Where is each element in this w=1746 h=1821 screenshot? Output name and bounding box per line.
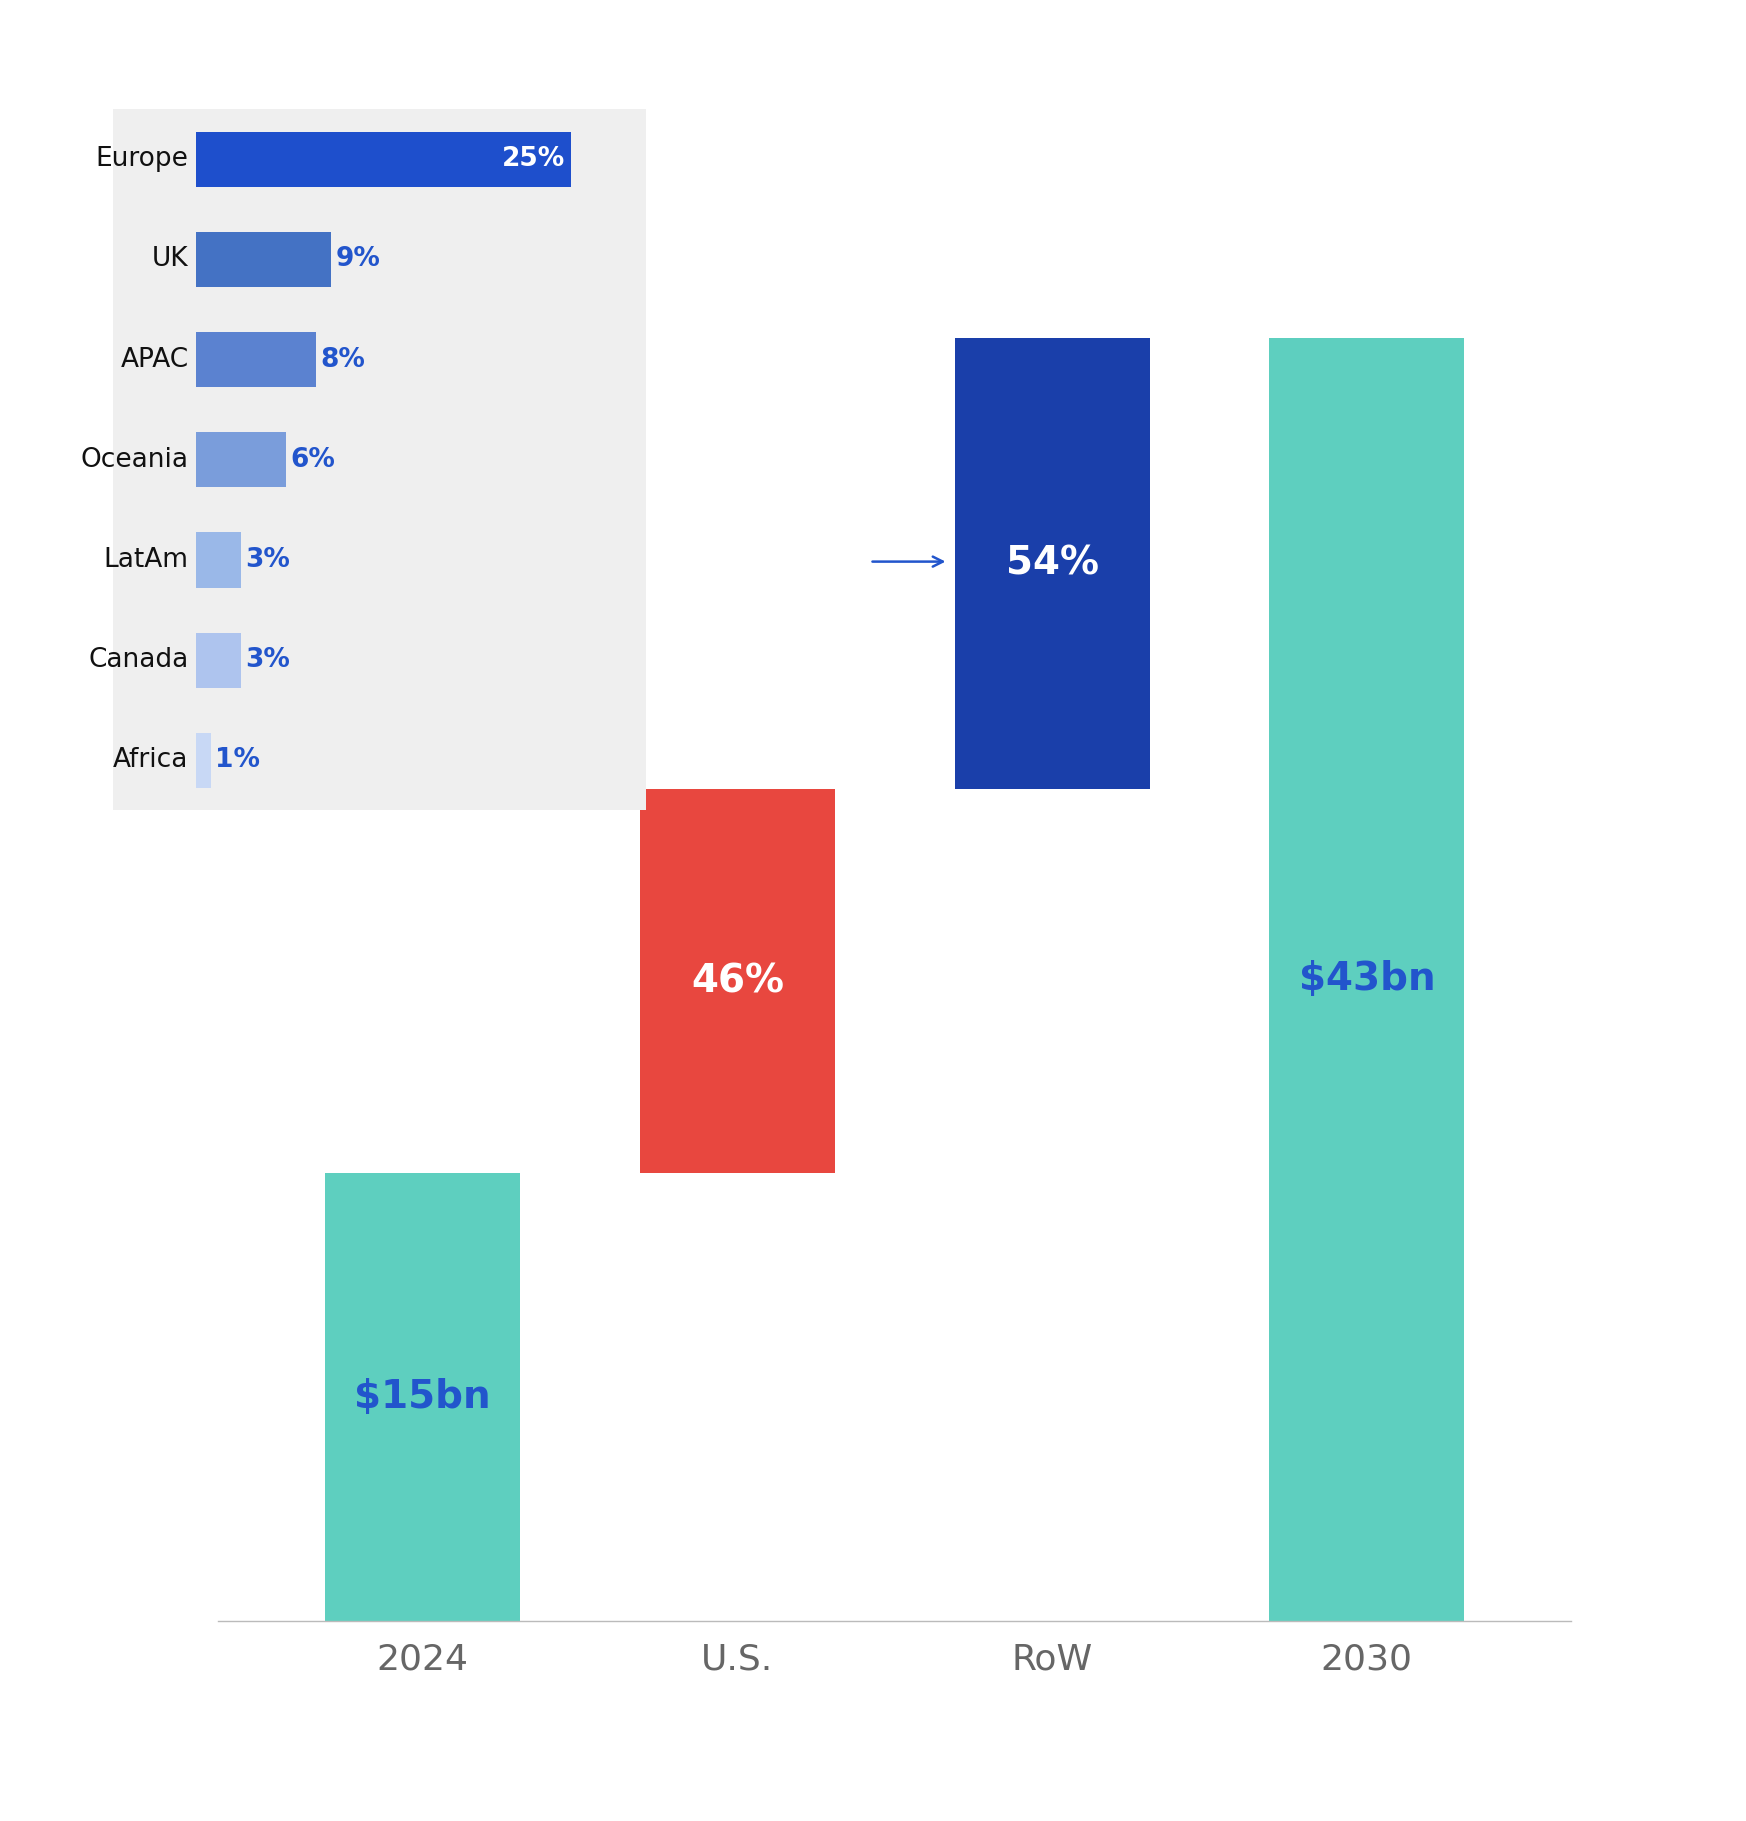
Bar <box>196 331 316 388</box>
Text: $15bn: $15bn <box>354 1378 491 1417</box>
Bar <box>196 131 571 188</box>
Text: Europe: Europe <box>96 146 189 173</box>
Text: 3%: 3% <box>246 646 290 674</box>
Text: UK: UK <box>152 246 189 273</box>
Text: 6%: 6% <box>290 446 335 473</box>
Bar <box>196 532 241 588</box>
Bar <box>196 732 211 788</box>
Text: 9%: 9% <box>335 246 381 273</box>
Text: Africa: Africa <box>113 747 189 774</box>
Text: $43bn: $43bn <box>1299 960 1435 998</box>
Text: 46%: 46% <box>691 961 784 1000</box>
Text: 3%: 3% <box>246 546 290 574</box>
Bar <box>196 632 241 688</box>
Bar <box>1269 339 1465 1621</box>
Text: APAC: APAC <box>120 346 189 373</box>
Text: 25%: 25% <box>501 146 566 173</box>
Text: 8%: 8% <box>321 346 365 373</box>
Bar <box>325 1173 520 1621</box>
Bar <box>641 788 835 1173</box>
Bar <box>955 339 1149 788</box>
Text: Canada: Canada <box>89 646 189 674</box>
Text: 54%: 54% <box>1006 544 1098 583</box>
Bar <box>196 432 286 488</box>
Text: Oceania: Oceania <box>80 446 189 473</box>
Text: 1%: 1% <box>215 747 260 774</box>
Bar <box>196 231 332 288</box>
Text: LatAm: LatAm <box>103 546 189 574</box>
